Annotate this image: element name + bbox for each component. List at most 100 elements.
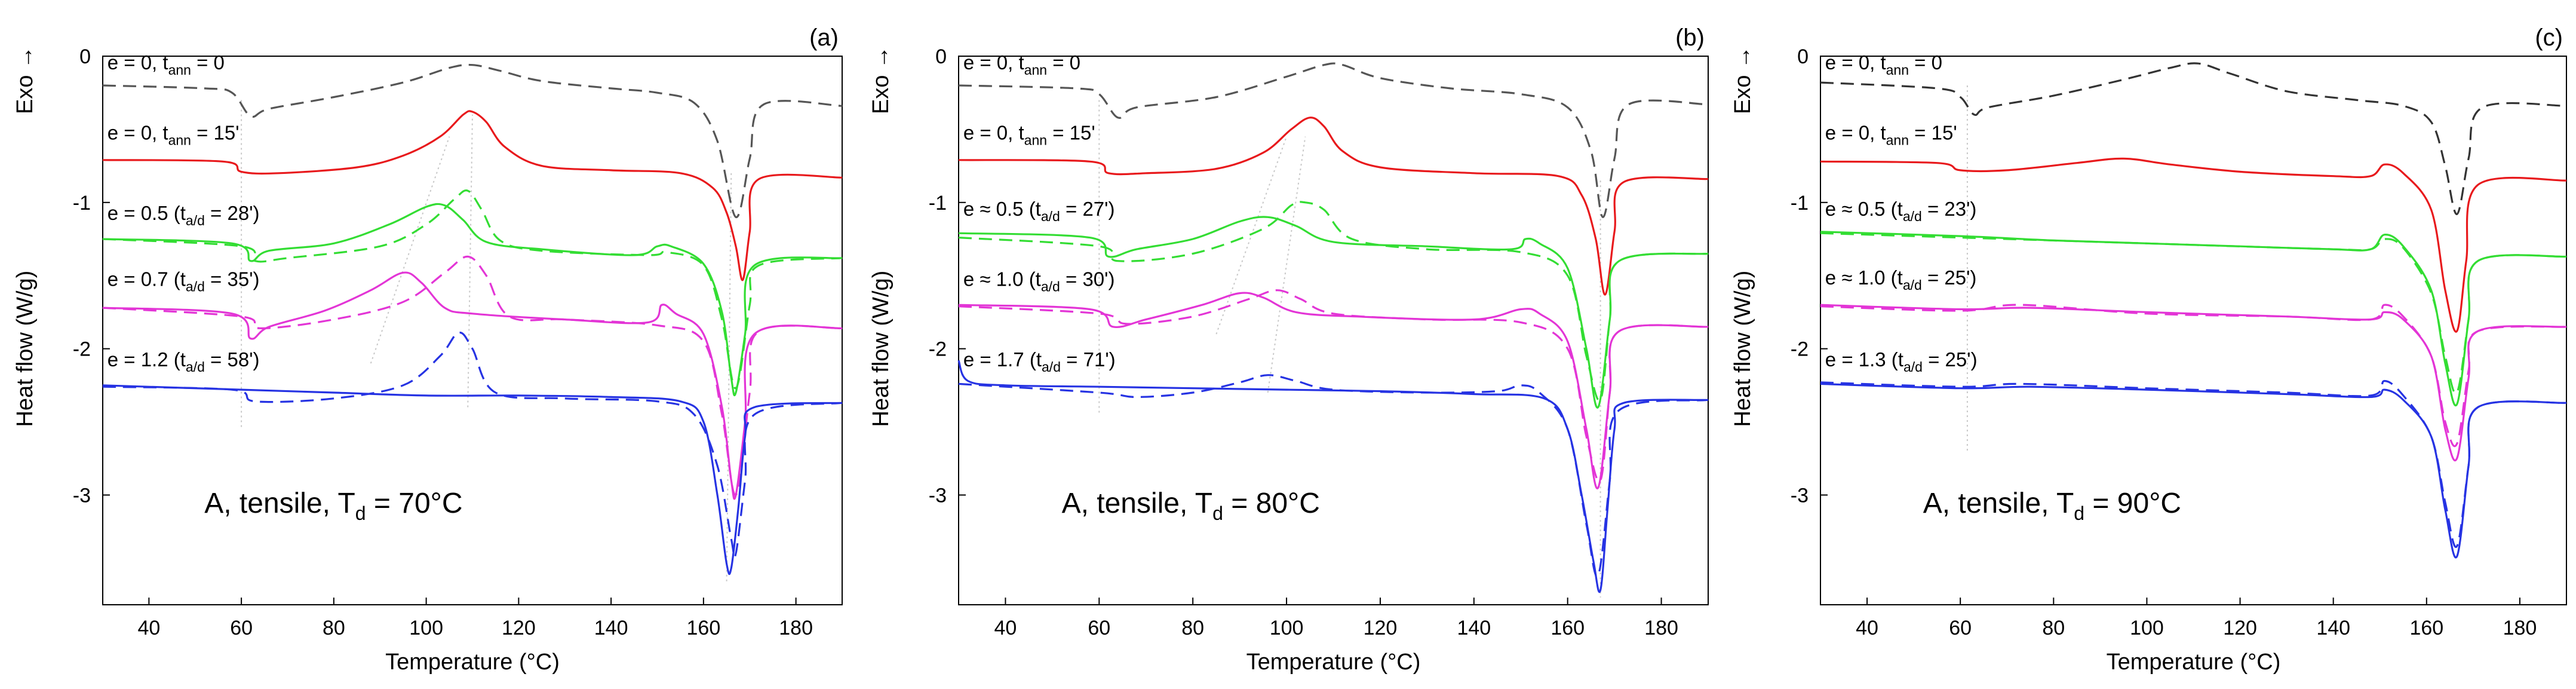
series-label-subscript: a/d — [1042, 359, 1061, 375]
series-label-main: e ≈ 1.0 (t — [963, 268, 1041, 290]
x-tick-label: 180 — [779, 617, 813, 639]
x-tick-label: 140 — [1457, 617, 1491, 639]
series-label-tail: = 25') — [1923, 348, 1978, 370]
series-label-tail: = 0 — [1047, 51, 1080, 74]
x-axis-label: Temperature (°C) — [2107, 650, 2281, 675]
data-series-curve — [958, 289, 1709, 483]
series-label: e = 0, tann = 15' — [1825, 122, 1957, 148]
condition-label: A, tensile, Td = 80°C — [1062, 488, 1320, 524]
data-series-curve — [102, 189, 843, 390]
x-axis-label: Temperature (°C) — [1246, 650, 1421, 675]
data-series-curve — [1820, 232, 2567, 395]
condition-main: A, tensile, T — [1062, 488, 1213, 519]
x-tick-label: 160 — [2409, 617, 2443, 639]
series-label-subscript: ann — [1024, 62, 1047, 78]
x-axis-label: Temperature (°C) — [385, 650, 560, 675]
x-tick-label: 120 — [1364, 617, 1398, 639]
y-tick-label: -3 — [929, 484, 947, 507]
series-label-main: e = 0.7 (t — [108, 268, 186, 290]
x-tick-label: 160 — [1550, 617, 1585, 639]
y-tick-label: 0 — [79, 45, 91, 68]
series-label-subscript: a/d — [1041, 278, 1060, 294]
x-tick-label: 40 — [1856, 617, 1878, 639]
series-label-subscript: ann — [168, 133, 191, 148]
condition-main: A, tensile, T — [1923, 488, 2074, 519]
y-tick-label: -2 — [1791, 338, 1809, 361]
series-label-tail: = 30') — [1060, 268, 1115, 290]
series-label-tail: = 15' — [191, 122, 240, 144]
x-tick-label: 60 — [1088, 617, 1110, 639]
chart-panel-1: 40 60 80 100 120 140 160 180 0 -1 -2 -3 Temperature … — [13, 25, 843, 675]
series-label: e = 1.7 (ta/d = 71') — [963, 348, 1116, 375]
y-tick-label: -1 — [929, 192, 947, 215]
plot-frame — [102, 56, 843, 605]
series-label: e = 1.3 (ta/d = 25') — [1825, 348, 1978, 375]
data-series-curve — [102, 271, 843, 500]
y-tick-label: -3 — [73, 484, 91, 507]
condition-subscript: d — [2074, 503, 2084, 524]
series-label-main: e = 1.7 (t — [963, 348, 1042, 370]
condition-tail: = 80°C — [1223, 488, 1320, 519]
data-series-curve — [1820, 379, 2567, 548]
series-label-main: e = 0.5 (t — [108, 202, 186, 224]
data-series-curve — [958, 216, 1709, 409]
series-label-main: e = 1.3 (t — [1825, 348, 1903, 370]
series-label-subscript: a/d — [1903, 277, 1922, 293]
x-tick-label: 100 — [1270, 617, 1304, 639]
series-label-tail: = 0 — [191, 51, 225, 74]
series-label-tail: = 71') — [1061, 348, 1116, 370]
y-axis-label: Heat flow (W/g) — [13, 271, 38, 427]
series-label: e = 0, tann = 0 — [1825, 51, 1942, 78]
y-tick-label: 0 — [1797, 45, 1809, 68]
guide-line — [370, 136, 450, 364]
series-label: e ≈ 1.0 (ta/d = 30') — [963, 268, 1115, 294]
data-series-curve — [102, 203, 843, 397]
y-tick-label: -3 — [1791, 484, 1809, 507]
y-tick-label: -1 — [73, 192, 91, 215]
series-label: e = 0, tann = 15' — [963, 122, 1095, 148]
x-tick-label: 100 — [409, 617, 443, 639]
data-series-curve — [102, 110, 843, 281]
series-label: e = 0, tann = 15' — [108, 122, 240, 148]
x-tick-label: 80 — [323, 617, 345, 639]
series-label-subscript: a/d — [186, 359, 205, 375]
series-label: e = 0.7 (ta/d = 35') — [108, 268, 260, 294]
series-label-subscript: a/d — [186, 278, 205, 294]
x-tick-label: 120 — [502, 617, 536, 639]
condition-tail: = 90°C — [2084, 488, 2181, 519]
series-label-subscript: a/d — [1903, 359, 1923, 375]
series-label-subscript: ann — [1024, 133, 1047, 148]
guide-line — [1267, 136, 1306, 393]
condition-subscript: d — [1212, 503, 1223, 524]
guide-line — [726, 173, 732, 583]
series-label-tail: = 27') — [1060, 198, 1115, 220]
data-series-curve — [1820, 157, 2567, 333]
data-series-curve — [1820, 382, 2567, 559]
x-tick-label: 160 — [687, 617, 721, 639]
data-series-curve — [958, 62, 1709, 218]
series-label-main: e = 0, t — [108, 51, 168, 74]
condition-main: A, tensile, T — [204, 488, 355, 519]
data-series-curve — [1820, 62, 2567, 216]
guide-line — [1215, 136, 1288, 335]
data-series-curve — [958, 117, 1709, 296]
y-axis-label: Heat flow (W/g) — [1730, 271, 1755, 427]
data-series-curve — [102, 63, 843, 218]
plot-frame — [958, 56, 1709, 605]
y-tick-label: 0 — [935, 45, 947, 68]
y-tick-label: -1 — [1791, 192, 1809, 215]
condition-label: A, tensile, Td = 90°C — [1923, 488, 2181, 524]
series-label-subscript: ann — [1886, 62, 1909, 78]
exo-direction-label: Exo → — [868, 46, 894, 114]
series-label-subscript: a/d — [1903, 209, 1922, 224]
series-label: e = 0, tann = 0 — [963, 51, 1080, 78]
plot-frame — [1820, 56, 2567, 605]
x-tick-label: 80 — [1181, 617, 1204, 639]
series-label-subscript: ann — [1886, 133, 1909, 148]
x-tick-label: 140 — [594, 617, 628, 639]
series-label: e = 1.2 (ta/d = 58') — [108, 348, 260, 375]
series-label-tail: = 28') — [205, 202, 260, 224]
y-tick-label: -2 — [73, 338, 91, 361]
x-tick-label: 40 — [994, 617, 1017, 639]
series-label: e ≈ 1.0 (ta/d = 25') — [1825, 267, 1977, 293]
